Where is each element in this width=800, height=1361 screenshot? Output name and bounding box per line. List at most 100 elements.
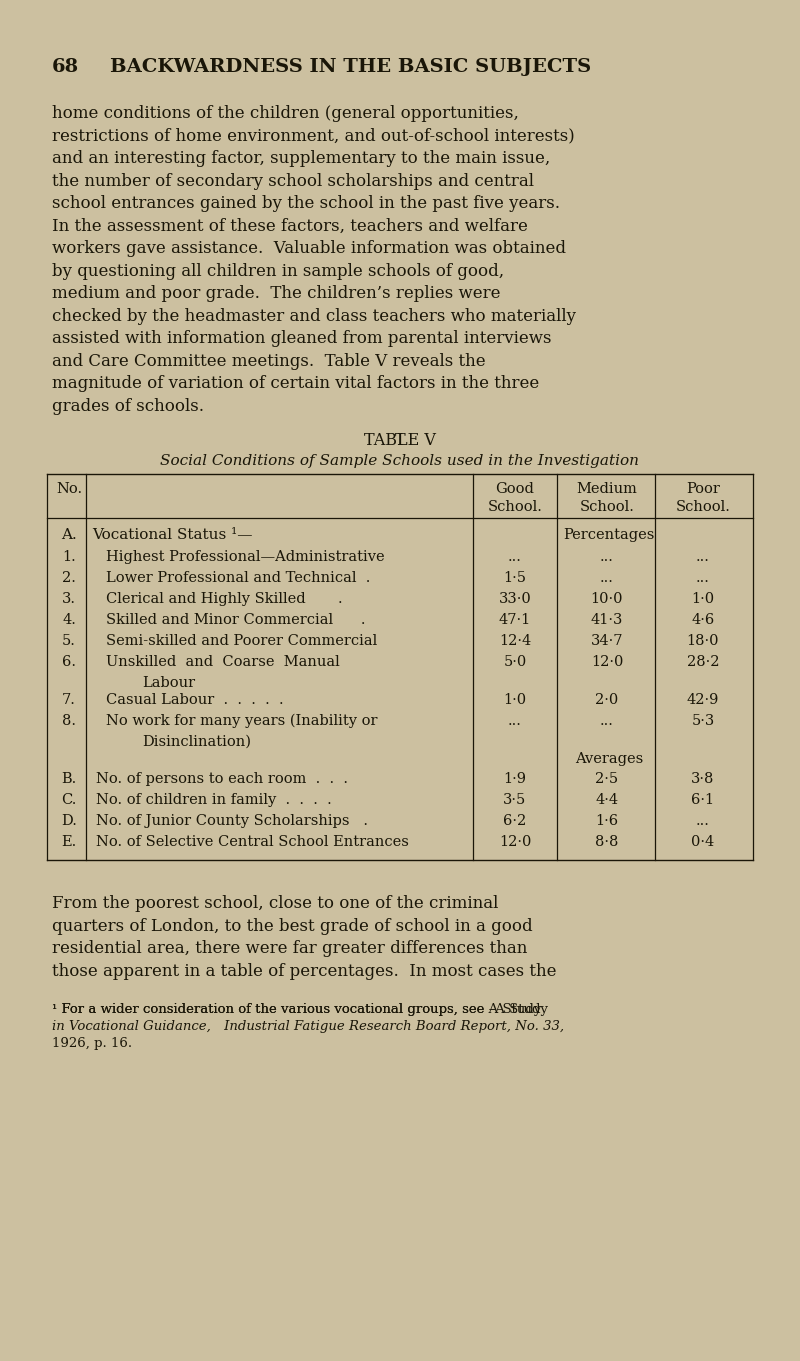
Text: 4·4: 4·4 [595,793,618,807]
Text: From the poorest school, close to one of the criminal: From the poorest school, close to one of… [52,896,498,912]
Text: Good: Good [495,482,534,495]
Text: B.: B. [62,772,77,787]
Text: School.: School. [487,499,542,514]
Text: Semi-skilled and Poorer Commercial: Semi-skilled and Poorer Commercial [106,634,378,648]
Text: Unskilled  and  Coarse  Manual: Unskilled and Coarse Manual [106,655,340,670]
Text: workers gave assistance.  Valuable information was obtained: workers gave assistance. Valuable inform… [52,240,566,257]
Text: 12·0: 12·0 [591,655,623,670]
Text: In the assessment of these factors, teachers and welfare: In the assessment of these factors, teac… [52,218,528,234]
Text: Highest Professional—Administrative: Highest Professional—Administrative [106,550,385,563]
Text: 4·6: 4·6 [691,612,714,627]
Text: 34·7: 34·7 [590,634,623,648]
Text: 7.: 7. [62,693,76,706]
Text: 2·0: 2·0 [595,693,618,706]
Text: checked by the headmaster and class teachers who materially: checked by the headmaster and class teac… [52,308,576,324]
Text: school entrances gained by the school in the past five years.: school entrances gained by the school in… [52,195,560,212]
Text: ...: ... [508,715,522,728]
Text: and Care Committee meetings.  Table V reveals the: and Care Committee meetings. Table V rev… [52,352,486,369]
Text: E.: E. [62,836,77,849]
Text: ...: ... [696,814,710,827]
Text: Skilled and Minor Commercial      .: Skilled and Minor Commercial . [106,612,366,627]
Text: ...: ... [600,550,614,563]
Text: 18·0: 18·0 [686,634,719,648]
Text: No. of Junior County Scholarships   .: No. of Junior County Scholarships . [96,814,368,827]
Text: T: T [394,431,406,449]
Text: Poor: Poor [686,482,720,495]
Text: 2.: 2. [62,572,76,585]
Text: the number of secondary school scholarships and central: the number of secondary school scholarsh… [52,173,534,189]
Text: Lower Professional and Technical  .: Lower Professional and Technical . [106,572,370,585]
Text: grades of schools.: grades of schools. [52,397,204,415]
Text: 6.: 6. [62,655,76,670]
Text: Disinclination): Disinclination) [142,735,251,749]
Text: 1·5: 1·5 [503,572,526,585]
Text: ...: ... [696,572,710,585]
Text: 2·5: 2·5 [595,772,618,787]
Text: School.: School. [579,499,634,514]
Text: No. of Selective Central School Entrances: No. of Selective Central School Entrance… [96,836,409,849]
Text: 68: 68 [52,59,79,76]
Text: 3·5: 3·5 [503,793,526,807]
Text: and an interesting factor, supplementary to the main issue,: and an interesting factor, supplementary… [52,150,550,167]
Text: School.: School. [675,499,730,514]
Text: No. of children in family  .  .  .  .: No. of children in family . . . . [96,793,332,807]
Text: 33·0: 33·0 [498,592,531,606]
Text: 6·2: 6·2 [503,814,526,827]
Text: restrictions of home environment, and out-of-school interests): restrictions of home environment, and ou… [52,128,574,144]
Text: 1926, p. 16.: 1926, p. 16. [52,1037,132,1049]
Text: 12·0: 12·0 [499,836,531,849]
Text: home conditions of the children (general opportunities,: home conditions of the children (general… [52,105,519,122]
Text: No.: No. [56,482,82,495]
Text: ...: ... [696,550,710,563]
Text: ...: ... [600,572,614,585]
Text: Labour: Labour [142,676,195,690]
Text: BACKWARDNESS IN THE BASIC SUBJECTS: BACKWARDNESS IN THE BASIC SUBJECTS [110,59,591,76]
Text: 1·6: 1·6 [595,814,618,827]
Text: 12·4: 12·4 [499,634,531,648]
Text: 42·9: 42·9 [687,693,719,706]
Text: ...: ... [508,550,522,563]
Text: No. of persons to each room  .  .  .: No. of persons to each room . . . [96,772,348,787]
Text: assisted with information gleaned from parental interviews: assisted with information gleaned from p… [52,329,551,347]
Text: in Vocational Guidance, Industrial Fatigue Research Board Report, No. 33,: in Vocational Guidance, Industrial Fatig… [52,1019,564,1033]
Text: magnitude of variation of certain vital factors in the three: magnitude of variation of certain vital … [52,376,539,392]
Text: 1·0: 1·0 [503,693,526,706]
Text: 1·9: 1·9 [503,772,526,787]
Text: D.: D. [61,814,77,827]
Text: ¹ For a wider consideration of the various vocational groups, see A Study: ¹ For a wider consideration of the vario… [52,1003,542,1017]
Text: TABLE V: TABLE V [364,431,436,449]
Text: A.: A. [61,528,77,542]
Text: 47·1: 47·1 [499,612,531,627]
Text: Averages: Averages [575,753,643,766]
Text: 8.: 8. [62,715,76,728]
Text: No work for many years (Inability or: No work for many years (Inability or [106,715,378,728]
Text: 6·1: 6·1 [691,793,714,807]
Text: 3·8: 3·8 [691,772,714,787]
Text: Percentages: Percentages [563,528,654,542]
Text: 0·4: 0·4 [691,836,714,849]
Text: ¹ For a wider consideration of the various vocational groups, see –A Study: ¹ For a wider consideration of the vario… [52,1003,548,1017]
Text: 5·3: 5·3 [691,715,714,728]
Text: Casual Labour  .  .  .  .  .: Casual Labour . . . . . [106,693,284,706]
Text: Vocational Status ¹—: Vocational Status ¹— [92,528,253,542]
Text: Medium: Medium [577,482,638,495]
Text: Social Conditions of Sample Schools used in the Investigation: Social Conditions of Sample Schools used… [161,455,639,468]
Text: those apparent in a table of percentages.  In most cases the: those apparent in a table of percentages… [52,962,557,980]
Text: 1.: 1. [62,550,76,563]
Text: Clerical and Highly Skilled       .: Clerical and Highly Skilled . [106,592,342,606]
Text: quarters of London, to the best grade of school in a good: quarters of London, to the best grade of… [52,917,533,935]
Text: 5·0: 5·0 [503,655,526,670]
Text: 3.: 3. [62,592,76,606]
Text: 1·0: 1·0 [691,592,714,606]
Text: 5.: 5. [62,634,76,648]
Text: residential area, there were far greater differences than: residential area, there were far greater… [52,940,527,957]
Text: 4.: 4. [62,612,76,627]
Text: by questioning all children in sample schools of good,: by questioning all children in sample sc… [52,263,504,279]
Text: C.: C. [62,793,77,807]
Text: medium and poor grade.  The children’s replies were: medium and poor grade. The children’s re… [52,284,501,302]
Text: 8·8: 8·8 [595,836,618,849]
Text: 28·2: 28·2 [686,655,719,670]
Text: ...: ... [600,715,614,728]
Text: 10·0: 10·0 [590,592,623,606]
Text: 41·3: 41·3 [591,612,623,627]
